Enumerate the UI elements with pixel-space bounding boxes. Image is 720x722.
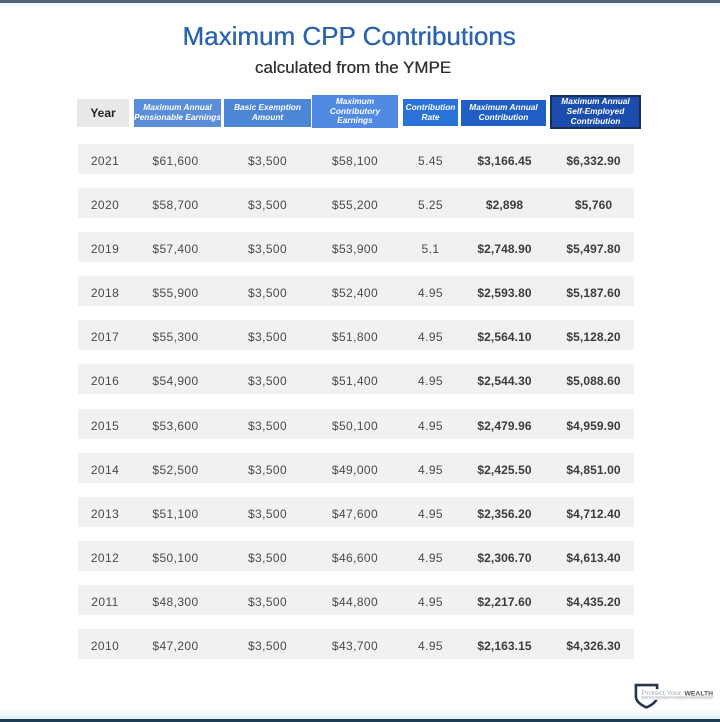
svg-text:Protect Your: Protect Your (642, 690, 683, 697)
svg-text:WEALTH: WEALTH (685, 690, 714, 697)
svg-text:INSURANCE • INVESTMENTS • RETI: INSURANCE • INVESTMENTS • RETIREMENT • F… (642, 697, 713, 700)
